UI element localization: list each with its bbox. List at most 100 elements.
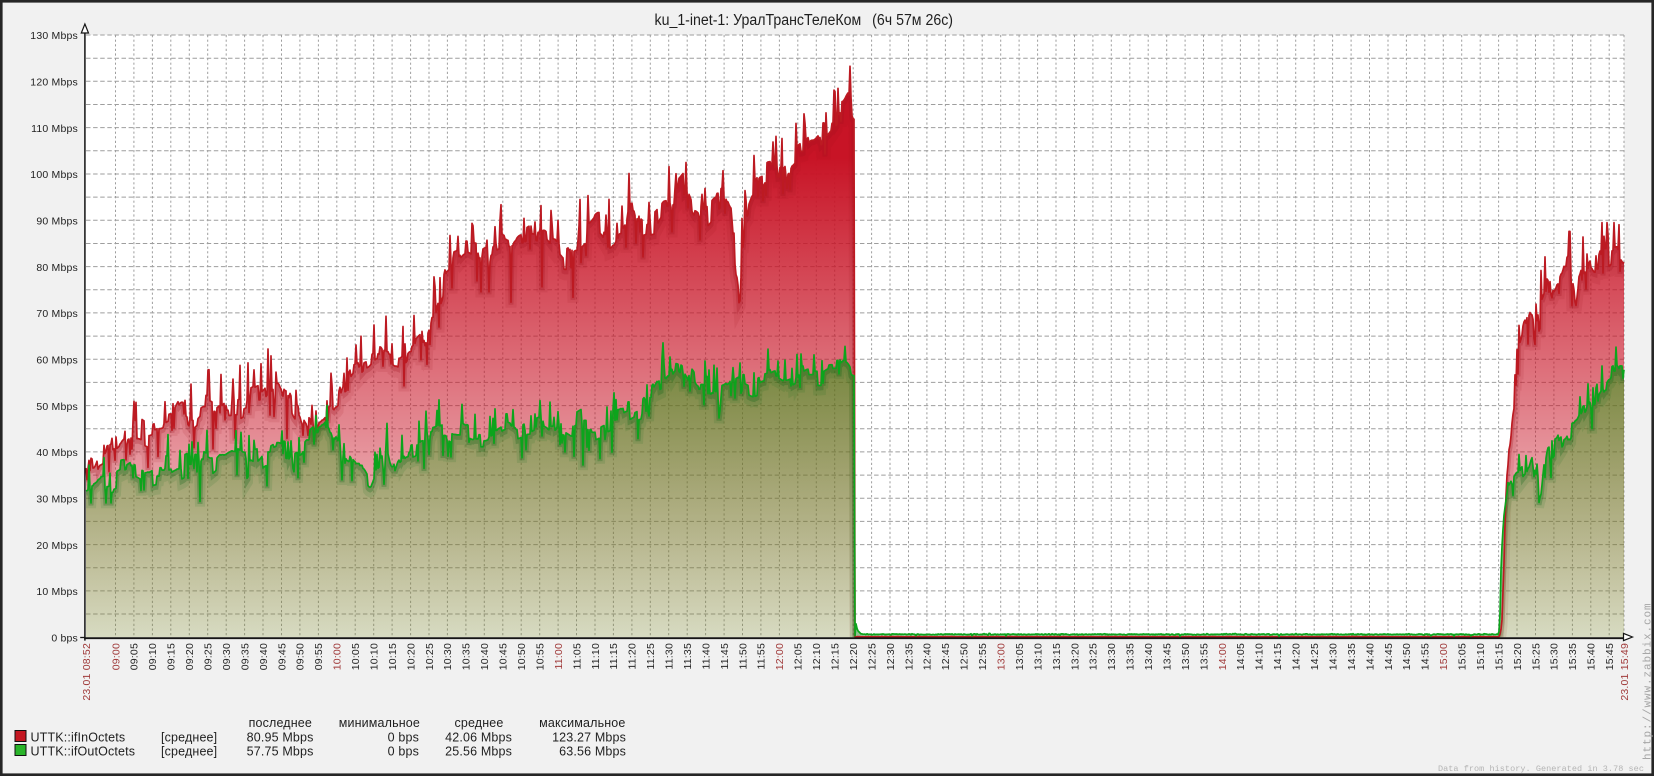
- svg-text:63.56 Mbps: 63.56 Mbps: [559, 745, 626, 759]
- svg-text:80.95 Mbps: 80.95 Mbps: [247, 731, 314, 745]
- svg-text:11:20: 11:20: [627, 643, 639, 670]
- svg-text:110 Mbps: 110 Mbps: [31, 123, 78, 135]
- svg-text:10:55: 10:55: [535, 643, 547, 670]
- svg-text:13:00: 13:00: [996, 643, 1008, 670]
- svg-text:70 Mbps: 70 Mbps: [36, 308, 78, 320]
- svg-text:13:15: 13:15: [1051, 643, 1063, 670]
- svg-text:10:20: 10:20: [405, 643, 417, 670]
- svg-text:10:35: 10:35: [461, 643, 473, 670]
- svg-text:11:50: 11:50: [737, 643, 749, 670]
- svg-text:15:15: 15:15: [1493, 643, 1505, 670]
- svg-text:Data from history. Generated i: Data from history. Generated in 3.78 sec: [1438, 764, 1644, 774]
- svg-text:09:35: 09:35: [239, 643, 251, 670]
- svg-text:15:00: 15:00: [1438, 643, 1450, 670]
- svg-text:15:10: 15:10: [1475, 643, 1487, 670]
- svg-text:13:25: 13:25: [1088, 643, 1100, 670]
- svg-text:[среднее]: [среднее]: [161, 745, 217, 759]
- svg-text:09:20: 09:20: [184, 643, 196, 670]
- svg-text:90 Mbps: 90 Mbps: [36, 216, 78, 228]
- svg-text:120 Mbps: 120 Mbps: [30, 77, 78, 89]
- svg-text:12:40: 12:40: [922, 643, 934, 670]
- svg-text:15:20: 15:20: [1512, 643, 1524, 670]
- svg-text:13:40: 13:40: [1143, 643, 1155, 670]
- svg-text:11:15: 11:15: [608, 643, 620, 670]
- svg-text:13:05: 13:05: [1014, 643, 1026, 670]
- svg-text:11:10: 11:10: [590, 643, 602, 670]
- svg-text:09:40: 09:40: [258, 643, 270, 670]
- svg-text:11:45: 11:45: [719, 643, 731, 670]
- svg-text:14:40: 14:40: [1364, 643, 1376, 670]
- svg-text:12:05: 12:05: [793, 643, 805, 670]
- svg-text:14:20: 14:20: [1291, 643, 1303, 670]
- svg-text:0 bps: 0 bps: [51, 632, 78, 644]
- svg-text:09:45: 09:45: [276, 643, 288, 670]
- svg-text:11:35: 11:35: [682, 643, 694, 670]
- svg-text:130 Mbps: 130 Mbps: [30, 30, 78, 42]
- svg-text:15:25: 15:25: [1530, 643, 1542, 670]
- svg-text:11:00: 11:00: [553, 643, 565, 670]
- svg-text:14:15: 14:15: [1272, 643, 1284, 670]
- svg-text:20 Mbps: 20 Mbps: [36, 540, 78, 552]
- svg-text:09:55: 09:55: [313, 643, 325, 670]
- svg-text:10:15: 10:15: [387, 643, 399, 670]
- svg-text:50 Mbps: 50 Mbps: [36, 401, 78, 413]
- svg-text:123.27 Mbps: 123.27 Mbps: [552, 731, 626, 745]
- svg-text:42.06 Mbps: 42.06 Mbps: [445, 731, 512, 745]
- svg-text:0 bps: 0 bps: [388, 731, 419, 745]
- svg-text:14:50: 14:50: [1401, 643, 1413, 670]
- svg-text:0 bps: 0 bps: [388, 745, 419, 759]
- svg-text:10:45: 10:45: [498, 643, 510, 670]
- svg-text:[среднее]: [среднее]: [161, 731, 217, 745]
- svg-text:60 Mbps: 60 Mbps: [36, 355, 78, 367]
- svg-text:25.56 Mbps: 25.56 Mbps: [445, 745, 512, 759]
- svg-text:15:40: 15:40: [1586, 643, 1598, 670]
- svg-text:11:30: 11:30: [664, 643, 676, 670]
- svg-text:15:45: 15:45: [1604, 643, 1616, 670]
- svg-text:12:10: 12:10: [811, 643, 823, 670]
- svg-text:среднее: среднее: [454, 716, 503, 730]
- svg-text:13:45: 13:45: [1162, 643, 1174, 670]
- svg-text:23.01 08:52: 23.01 08:52: [81, 643, 93, 701]
- svg-text:12:35: 12:35: [903, 643, 915, 670]
- svg-text:13:35: 13:35: [1125, 643, 1137, 670]
- svg-text:100 Mbps: 100 Mbps: [30, 169, 78, 181]
- svg-text:UTTK::ifInOctets: UTTK::ifInOctets: [31, 731, 126, 745]
- svg-text:12:20: 12:20: [848, 643, 860, 670]
- svg-text:10 Mbps: 10 Mbps: [36, 586, 78, 598]
- svg-text:13:30: 13:30: [1106, 643, 1118, 670]
- svg-text:14:05: 14:05: [1235, 643, 1247, 670]
- svg-text:10:10: 10:10: [369, 643, 381, 670]
- svg-text:11:55: 11:55: [756, 643, 768, 670]
- svg-text:12:00: 12:00: [774, 643, 786, 670]
- svg-text:последнее: последнее: [249, 716, 312, 730]
- svg-text:ku_1-inet-1: УралТрансТелеКом: ku_1-inet-1: УралТрансТелеКом (6ч 57м 26…: [655, 12, 954, 29]
- svg-text:10:50: 10:50: [516, 643, 528, 670]
- svg-text:14:45: 14:45: [1383, 643, 1395, 670]
- svg-text:09:50: 09:50: [295, 643, 307, 670]
- svg-text:минимальное: минимальное: [339, 716, 420, 730]
- svg-text:14:55: 14:55: [1420, 643, 1432, 670]
- svg-text:13:10: 13:10: [1032, 643, 1044, 670]
- svg-text:13:55: 13:55: [1198, 643, 1210, 670]
- svg-text:13:20: 13:20: [1069, 643, 1081, 670]
- svg-text:12:30: 12:30: [885, 643, 897, 670]
- svg-text:10:25: 10:25: [424, 643, 436, 670]
- svg-text:09:30: 09:30: [221, 643, 233, 670]
- svg-text:09:00: 09:00: [110, 643, 122, 670]
- svg-text:15:30: 15:30: [1549, 643, 1561, 670]
- svg-text:09:05: 09:05: [129, 643, 141, 670]
- svg-text:максимальное: максимальное: [539, 716, 625, 730]
- svg-text:10:30: 10:30: [442, 643, 454, 670]
- svg-text:14:00: 14:00: [1217, 643, 1229, 670]
- svg-text:11:05: 11:05: [571, 643, 583, 670]
- svg-text:10:05: 10:05: [350, 643, 362, 670]
- svg-text:14:10: 14:10: [1254, 643, 1266, 670]
- svg-text:09:25: 09:25: [203, 643, 215, 670]
- svg-text:14:35: 14:35: [1346, 643, 1358, 670]
- svg-text:14:30: 14:30: [1327, 643, 1339, 670]
- svg-text:09:10: 09:10: [147, 643, 159, 670]
- svg-text:09:15: 09:15: [166, 643, 178, 670]
- svg-text:12:45: 12:45: [940, 643, 952, 670]
- svg-text:57.75 Mbps: 57.75 Mbps: [247, 745, 314, 759]
- svg-text:12:25: 12:25: [866, 643, 878, 670]
